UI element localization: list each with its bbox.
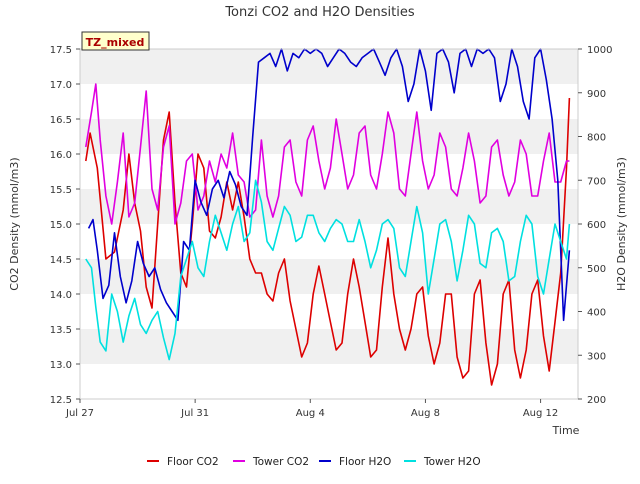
x-tick-label: Aug 8 [411, 408, 440, 419]
chart-title: Tonzi CO2 and H2O Densities [224, 5, 415, 20]
x-axis-ticks: Jul 27 Jul 31 Aug 4 Aug 8 Aug 12 [65, 399, 558, 419]
site-badge-label: TZ_mixed [86, 36, 145, 49]
left-tick-label: 17.5 [50, 45, 72, 56]
legend-label: Floor CO2 [167, 456, 219, 468]
series-line-floor-co2 [85, 97, 571, 386]
legend-label: Floor H2O [339, 456, 391, 468]
grid-band [80, 259, 578, 294]
grid-band [80, 364, 578, 399]
left-tick-label: 13.0 [50, 360, 72, 371]
left-tick-label: 16.5 [50, 115, 72, 126]
x-tick-label: Jul 31 [180, 408, 209, 419]
right-tick-label: 200 [587, 395, 606, 406]
right-tick-label: 300 [587, 351, 606, 362]
legend-label: Tower CO2 [252, 456, 309, 468]
grid-band [80, 329, 578, 364]
left-tick-label: 16.0 [50, 150, 72, 161]
left-axis-ticks: 12.5 13.0 13.5 14.0 14.5 15.0 15.5 16.0 16.5 17.0… [50, 45, 80, 406]
left-tick-label: 15.0 [50, 220, 72, 231]
legend: Floor CO2 Tower CO2 Floor H2O Tower H2O [147, 456, 481, 468]
left-tick-label: 14.0 [50, 290, 72, 301]
x-tick-label: Aug 12 [523, 408, 558, 419]
grid-band [80, 189, 578, 224]
right-tick-label: 900 [587, 89, 606, 100]
right-tick-label: 400 [587, 308, 606, 319]
x-axis-label: Time [552, 424, 580, 437]
right-tick-label: 500 [587, 264, 606, 275]
grid-band [80, 84, 578, 119]
right-tick-label: 800 [587, 133, 606, 144]
left-tick-label: 14.5 [50, 255, 72, 266]
grid-band [80, 119, 578, 154]
left-axis-label: CO2 Density (mmol/m3) [8, 157, 21, 290]
x-tick-label: Jul 27 [65, 408, 94, 419]
right-tick-label: 700 [587, 176, 606, 187]
left-tick-label: 17.0 [50, 80, 72, 91]
left-tick-label: 13.5 [50, 325, 72, 336]
legend-label: Tower H2O [423, 456, 481, 468]
site-badge-box [81, 31, 150, 51]
left-tick-label: 12.5 [50, 395, 72, 406]
series-line-tower-h2o [85, 179, 571, 361]
right-tick-label: 1000 [587, 45, 612, 56]
right-axis-ticks: 200 300 400 500 600 700 800 900 1000 [578, 45, 612, 406]
series-line-tower-co2 [85, 83, 570, 225]
right-axis-label: H2O Density (mmol/m3) [615, 157, 628, 291]
grid-bands [80, 49, 578, 399]
x-tick-label: Aug 4 [296, 408, 325, 419]
right-tick-label: 600 [587, 220, 606, 231]
left-tick-label: 15.5 [50, 185, 72, 196]
grid-band [80, 49, 578, 84]
site-badge: TZ_mixed [81, 31, 150, 51]
